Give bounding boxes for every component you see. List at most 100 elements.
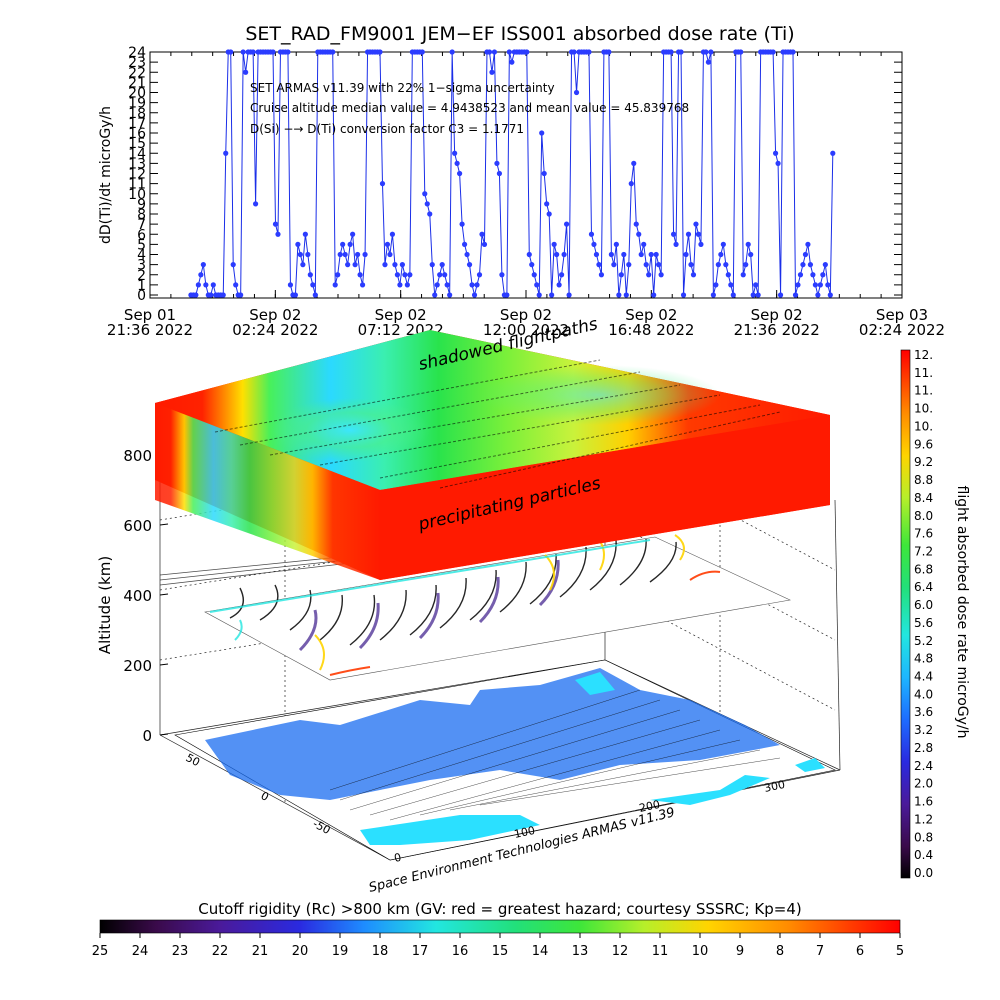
data-point: [345, 262, 351, 268]
rigidity-tick-label: 20: [292, 944, 309, 959]
data-point: [817, 282, 823, 288]
top-x-tick-label-time: 16:48 2022: [608, 321, 694, 339]
data-point: [802, 251, 809, 258]
data-point: [812, 282, 818, 288]
data-point: [725, 272, 731, 278]
data-point: [429, 262, 435, 268]
data-point: [820, 272, 826, 278]
data-point: [402, 272, 408, 278]
data-point: [355, 251, 361, 258]
annotation-line-3: D(Si) −→ D(Ti) conversion factor C3 = 1.…: [250, 122, 524, 136]
data-point: [238, 292, 244, 298]
top-annotations: SET ARMAS v11.39 with 22% 1−sigma uncert…: [250, 81, 689, 136]
data-point: [469, 282, 475, 288]
top-y-tick-label: 5: [137, 237, 146, 253]
data-point: [534, 282, 540, 288]
data-point: [295, 241, 301, 247]
altitude-tick-label: 600: [123, 517, 152, 535]
data-point: [544, 201, 550, 207]
dose-rate-colorbar-ticks: 12. 11. 11. 10. 10. 9.6 9.2 8.8 8.4 8.0 7.6 7.2 6.8 6…: [914, 348, 933, 880]
data-point: [546, 211, 552, 217]
top-y-tick-label: 9: [137, 197, 146, 213]
dose-rate-tick-label: 6.0: [914, 598, 933, 612]
data-point: [504, 292, 510, 298]
data-point: [342, 251, 348, 258]
data-point: [810, 272, 816, 278]
dose-rate-tick-label: 8.0: [914, 509, 933, 523]
data-point: [529, 262, 535, 268]
data-point: [551, 241, 557, 247]
dose-rate-tick-label: 4.0: [914, 687, 933, 701]
top-y-tick-label: 13: [128, 156, 146, 172]
data-point: [300, 262, 306, 268]
top-y-tick-label: 18: [128, 106, 146, 122]
rigidity-colorbar: [99, 919, 901, 934]
top-y-tick-label: 16: [128, 126, 146, 142]
dose-rate-tick-label: 1.2: [914, 812, 933, 826]
data-point: [795, 282, 801, 288]
top-y-tick-label: 22: [128, 65, 146, 81]
data-point: [449, 49, 455, 55]
data-point: [228, 49, 234, 55]
data-point: [698, 241, 704, 247]
data-point: [777, 292, 784, 298]
data-point: [772, 150, 779, 156]
data-point: [541, 170, 547, 177]
data-point: [419, 49, 425, 55]
data-point: [494, 160, 500, 166]
dose-rate-tick-label: 3.2: [914, 723, 933, 737]
data-point: [611, 262, 617, 268]
data-point: [822, 262, 828, 268]
data-point: [825, 282, 831, 288]
data-point: [566, 292, 572, 298]
data-point: [596, 262, 602, 268]
data-point: [730, 292, 736, 298]
top-y-tick-label: 17: [128, 116, 146, 132]
rigidity-tick-label: 24: [132, 944, 149, 959]
top-y-tick-label: 12: [128, 167, 146, 183]
data-point: [272, 221, 279, 227]
data-point: [491, 49, 498, 55]
rigidity-colorbar-ticks: 25 24 23 22 21 20 19 18 17 16 15 14 13 12 11 10 9 8 7 6 5: [92, 933, 904, 959]
data-point: [474, 282, 480, 288]
data-point: [648, 251, 654, 258]
dose-rate-tick-label: 8.8: [914, 473, 933, 487]
dose-rate-tick-label: 10.: [914, 419, 933, 433]
data-point: [526, 251, 532, 258]
data-point: [621, 251, 627, 258]
data-point: [688, 262, 694, 268]
rigidity-tick-label: 12: [612, 944, 629, 959]
data-point: [586, 49, 592, 55]
data-point: [444, 282, 450, 288]
data-point: [340, 241, 346, 247]
data-point: [432, 292, 438, 298]
data-point: [638, 251, 644, 258]
data-point: [743, 262, 749, 268]
data-point: [394, 272, 401, 278]
annotation-line-1: SET ARMAS v11.39 with 22% 1−sigma uncert…: [250, 81, 555, 95]
data-point: [573, 89, 580, 96]
data-point: [633, 221, 639, 227]
data-point: [591, 241, 597, 247]
dose-rate-tick-label: 9.6: [914, 437, 933, 451]
top-x-tick-label-time: 02:24 2022: [859, 321, 945, 339]
data-point: [588, 231, 595, 237]
data-point: [559, 272, 565, 278]
data-point: [377, 49, 383, 55]
data-point: [233, 282, 239, 288]
data-point: [464, 251, 470, 258]
altitude-tick: [159, 523, 169, 526]
rigidity-tick-label: 23: [172, 944, 189, 959]
data-point: [332, 282, 338, 288]
top-x-tick-label-date: Sep 02: [751, 306, 803, 324]
data-point: [447, 292, 453, 298]
data-point: [457, 170, 463, 177]
dose-rate-tick-label: 5.6: [914, 616, 933, 630]
data-point: [593, 251, 600, 258]
top-y-tick-label: 23: [128, 55, 146, 71]
data-point: [790, 49, 796, 55]
data-point: [427, 211, 433, 217]
data-point: [399, 262, 405, 268]
